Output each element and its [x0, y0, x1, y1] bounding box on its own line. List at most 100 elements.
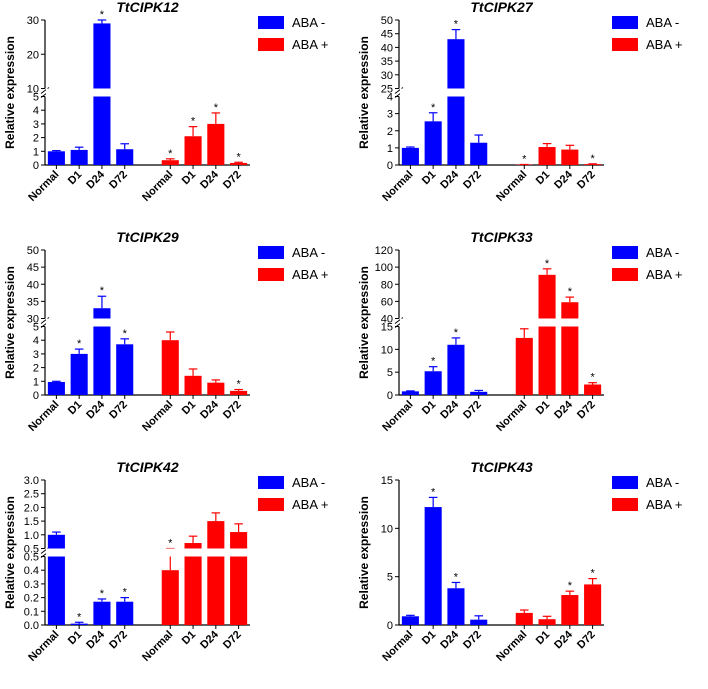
x-tick-label: D1	[534, 629, 552, 647]
bar	[47, 381, 65, 395]
significance-label: *	[100, 9, 105, 21]
chart-title: TtCIPK42	[116, 459, 178, 475]
bar	[401, 391, 419, 395]
bar	[207, 123, 225, 165]
x-tick-label: D1	[534, 169, 552, 187]
y-tick-label: 0.3	[24, 579, 39, 591]
legend-label: ABA -	[292, 15, 325, 30]
y-tick-label: 0.5	[24, 552, 39, 564]
significance-label: *	[568, 286, 573, 298]
bar	[584, 584, 602, 625]
x-tick-label: D1	[66, 399, 84, 417]
significance-label: *	[236, 151, 241, 163]
x-tick-label: D1	[534, 399, 552, 417]
legend-label: ABA +	[646, 267, 683, 282]
legend-label: ABA +	[292, 267, 329, 282]
legend-label: ABA +	[292, 497, 329, 512]
y-axis-label: Relative expression	[357, 36, 371, 149]
x-tick-label: D24	[198, 628, 221, 651]
legend-swatch	[612, 246, 638, 259]
x-tick-label: Normal	[380, 169, 415, 204]
x-tick-label: D72	[107, 399, 130, 422]
legend-label: ABA -	[292, 475, 325, 490]
x-tick-label: D24	[198, 398, 221, 421]
break-gap	[400, 88, 605, 97]
x-tick-label: D72	[575, 169, 598, 192]
x-tick-label: D72	[221, 399, 244, 422]
significance-label: *	[454, 571, 459, 583]
significance-label: *	[590, 372, 595, 384]
x-tick-label: D24	[84, 628, 107, 651]
bar	[447, 588, 465, 625]
chart-title: TtCIPK27	[470, 0, 533, 15]
significance-label: *	[522, 153, 527, 165]
y-tick-label: 1	[33, 146, 39, 158]
x-tick-label: D72	[107, 629, 130, 652]
legend-swatch	[612, 16, 638, 29]
significance-label: *	[545, 258, 550, 270]
bar	[70, 623, 88, 625]
bar	[470, 619, 488, 625]
x-tick-label: Normal	[140, 629, 175, 664]
y-tick-label: 5	[387, 367, 393, 379]
bar	[561, 149, 579, 165]
y-tick-label: 5	[387, 572, 393, 584]
legend-swatch	[258, 498, 284, 511]
bar	[561, 595, 579, 625]
x-tick-label: D1	[66, 169, 84, 187]
y-tick-label: 0	[387, 620, 393, 632]
bar	[515, 337, 533, 395]
legend-swatch	[258, 246, 284, 259]
legend-label: ABA -	[292, 245, 325, 260]
y-tick-label: 0.5	[24, 544, 39, 556]
bar	[161, 160, 179, 165]
y-tick-label: 2	[33, 363, 39, 375]
bar	[184, 375, 202, 395]
y-tick-label: 0.2	[24, 593, 39, 605]
y-tick-label: 10	[381, 523, 393, 535]
x-tick-label: D24	[84, 168, 107, 191]
x-tick-label: D72	[461, 169, 484, 192]
y-tick-label: 3	[387, 109, 393, 121]
x-tick-label: D1	[420, 169, 438, 187]
y-tick-label: 2	[33, 133, 39, 145]
x-tick-label: Normal	[380, 399, 415, 434]
x-tick-label: D1	[66, 629, 84, 647]
bar	[184, 543, 202, 625]
x-tick-label: D1	[420, 399, 438, 417]
y-tick-label: 1.0	[24, 530, 39, 542]
y-tick-label: 1	[33, 376, 39, 388]
bar	[47, 151, 65, 165]
bar	[207, 382, 225, 395]
y-axis-label: Relative expression	[357, 266, 371, 379]
bar	[584, 384, 602, 395]
bar	[230, 162, 248, 165]
break-gap	[46, 318, 251, 327]
bar	[424, 507, 442, 625]
bar	[161, 570, 179, 625]
legend-label: ABA -	[646, 475, 679, 490]
y-tick-label: 5	[33, 92, 39, 104]
y-tick-label: 4	[387, 92, 393, 104]
bar	[447, 39, 465, 165]
significance-label: *	[454, 327, 459, 339]
y-tick-label: 10	[27, 84, 39, 96]
significance-label: *	[77, 611, 82, 623]
significance-label: *	[568, 580, 573, 592]
y-tick-label: 60	[381, 296, 393, 308]
bar	[561, 302, 579, 395]
x-tick-label: Normal	[380, 629, 415, 664]
bar	[447, 344, 465, 395]
x-tick-label: D72	[575, 629, 598, 652]
break-gap	[46, 88, 251, 97]
y-tick-label: 120	[375, 245, 393, 257]
significance-label: *	[431, 486, 436, 498]
y-tick-label: 0.0	[24, 620, 39, 632]
chart-title: TtCIPK12	[116, 0, 178, 15]
legend-swatch	[612, 498, 638, 511]
y-tick-label: 0	[33, 390, 39, 402]
y-tick-label: 0	[387, 390, 393, 402]
significance-label: *	[123, 587, 128, 599]
